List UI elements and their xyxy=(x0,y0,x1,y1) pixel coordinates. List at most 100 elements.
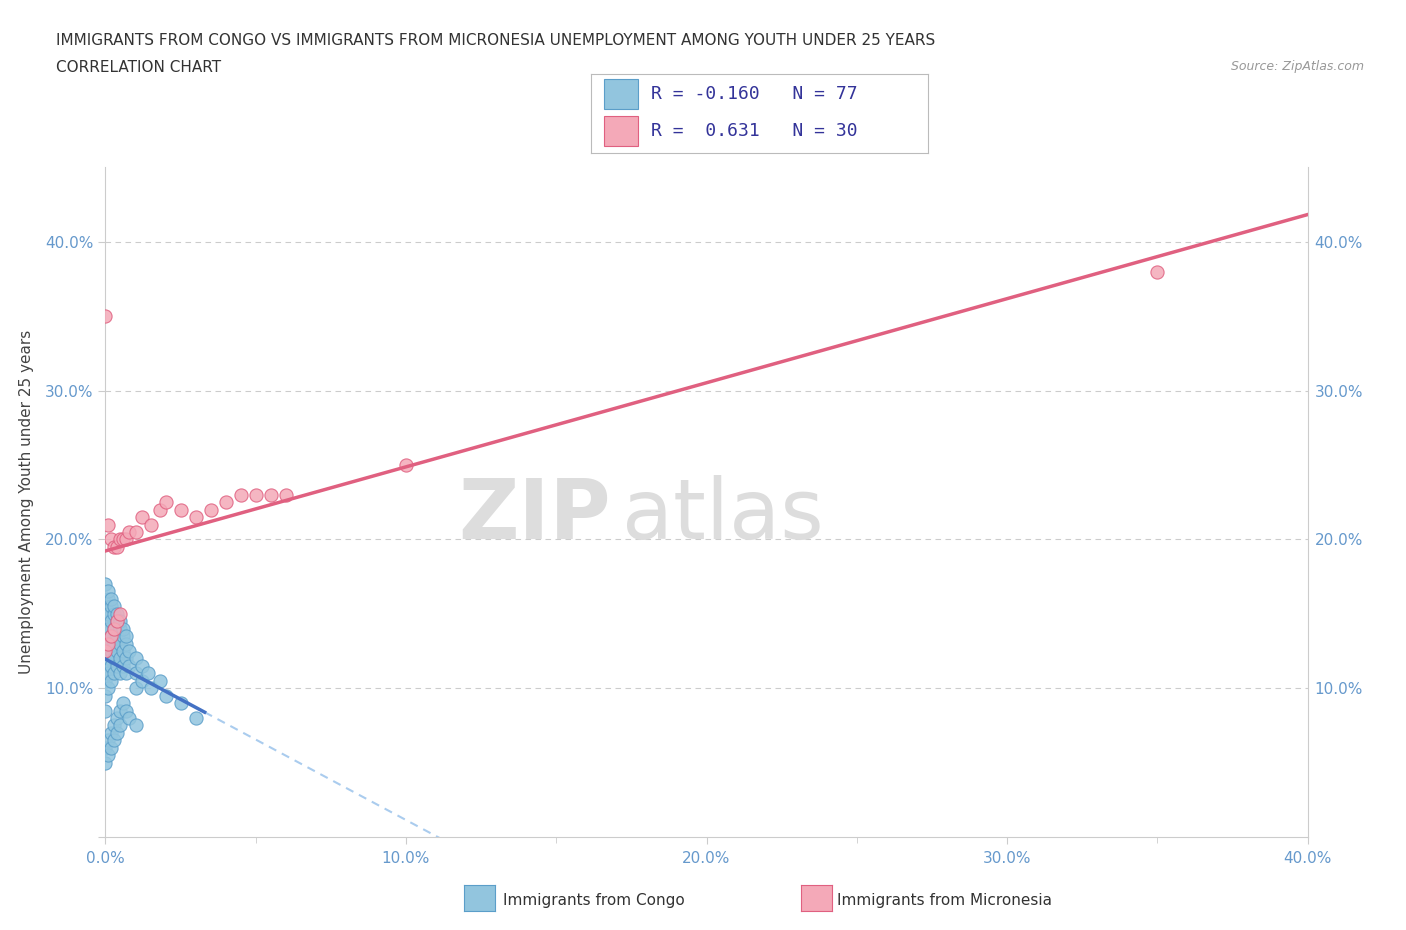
Point xyxy=(115,636,138,651)
Point xyxy=(97,591,120,606)
Point xyxy=(245,487,267,502)
Text: ZIP: ZIP xyxy=(458,475,610,556)
Point xyxy=(110,666,132,681)
Point xyxy=(118,644,141,658)
Point xyxy=(118,658,141,673)
Point xyxy=(107,629,129,644)
Point xyxy=(110,718,132,733)
Point xyxy=(97,517,120,532)
Point xyxy=(110,621,132,636)
Point xyxy=(124,651,146,666)
Point xyxy=(97,636,120,651)
Point xyxy=(124,666,146,681)
Point xyxy=(107,711,129,725)
Point xyxy=(148,673,170,688)
Point xyxy=(115,629,138,644)
Point xyxy=(94,740,117,755)
Point xyxy=(200,502,222,517)
Point xyxy=(107,614,129,629)
Point xyxy=(94,614,117,629)
Point xyxy=(97,606,120,621)
Point xyxy=(139,517,162,532)
Point xyxy=(148,502,170,517)
Point xyxy=(1146,264,1168,279)
Text: R = -0.160   N = 77: R = -0.160 N = 77 xyxy=(651,86,858,103)
Point xyxy=(94,577,117,591)
Point xyxy=(274,487,297,502)
Point xyxy=(395,458,418,472)
Point xyxy=(97,666,120,681)
Point xyxy=(110,636,132,651)
Point xyxy=(103,599,125,614)
Point xyxy=(115,703,138,718)
Point xyxy=(112,621,135,636)
Point xyxy=(107,606,129,621)
Point xyxy=(100,725,122,740)
Point xyxy=(115,532,138,547)
Point xyxy=(260,487,283,502)
Point xyxy=(229,487,252,502)
Point xyxy=(118,711,141,725)
Point xyxy=(110,614,132,629)
Text: Immigrants from Micronesia: Immigrants from Micronesia xyxy=(837,893,1052,908)
Point xyxy=(97,651,120,666)
Point xyxy=(107,644,129,658)
Point xyxy=(94,599,117,614)
Point xyxy=(100,629,122,644)
Point xyxy=(112,644,135,658)
Point xyxy=(103,718,125,733)
Point xyxy=(112,696,135,711)
Point xyxy=(94,658,117,673)
Point xyxy=(97,681,120,696)
Point xyxy=(131,673,153,688)
Point xyxy=(110,606,132,621)
Bar xyxy=(605,79,638,109)
Point xyxy=(100,614,122,629)
Point xyxy=(107,539,129,554)
Point xyxy=(131,658,153,673)
Point xyxy=(110,532,132,547)
Point xyxy=(97,733,120,748)
Point xyxy=(107,658,129,673)
Point xyxy=(110,651,132,666)
Point xyxy=(115,651,138,666)
Point xyxy=(124,525,146,539)
Point xyxy=(100,644,122,658)
Point xyxy=(97,584,120,599)
Point xyxy=(112,629,135,644)
Point xyxy=(103,539,125,554)
Text: Immigrants from Congo: Immigrants from Congo xyxy=(503,893,685,908)
Point xyxy=(103,606,125,621)
Point xyxy=(94,673,117,688)
Point xyxy=(100,599,122,614)
Text: atlas: atlas xyxy=(623,475,824,556)
Point xyxy=(184,510,207,525)
Text: R =  0.631   N = 30: R = 0.631 N = 30 xyxy=(651,123,858,140)
Point xyxy=(94,644,117,658)
Point xyxy=(100,629,122,644)
Point xyxy=(103,621,125,636)
Point xyxy=(124,681,146,696)
Point xyxy=(97,621,120,636)
Point xyxy=(94,309,117,324)
Point xyxy=(155,495,177,510)
Point xyxy=(184,711,207,725)
Point xyxy=(131,510,153,525)
Point xyxy=(100,673,122,688)
Point xyxy=(139,681,162,696)
Point xyxy=(115,666,138,681)
Text: Source: ZipAtlas.com: Source: ZipAtlas.com xyxy=(1230,60,1364,73)
Point xyxy=(97,748,120,763)
Point xyxy=(94,629,117,644)
Point xyxy=(94,644,117,658)
Point xyxy=(155,688,177,703)
Point xyxy=(94,703,117,718)
Point xyxy=(107,614,129,629)
Point xyxy=(124,718,146,733)
Point xyxy=(169,502,191,517)
Point xyxy=(136,666,159,681)
Point xyxy=(103,733,125,748)
Y-axis label: Unemployment Among Youth under 25 years: Unemployment Among Youth under 25 years xyxy=(20,330,34,674)
Text: IMMIGRANTS FROM CONGO VS IMMIGRANTS FROM MICRONESIA UNEMPLOYMENT AMONG YOUTH UND: IMMIGRANTS FROM CONGO VS IMMIGRANTS FROM… xyxy=(56,33,935,47)
Point xyxy=(107,725,129,740)
